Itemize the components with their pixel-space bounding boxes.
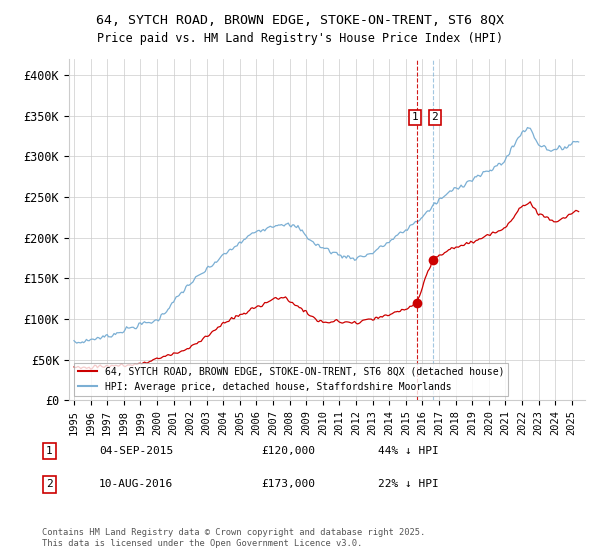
Text: 1: 1 bbox=[46, 446, 53, 456]
Text: 2: 2 bbox=[46, 479, 53, 489]
Text: 22% ↓ HPI: 22% ↓ HPI bbox=[378, 479, 439, 489]
Text: Price paid vs. HM Land Registry's House Price Index (HPI): Price paid vs. HM Land Registry's House … bbox=[97, 32, 503, 45]
Text: £173,000: £173,000 bbox=[261, 479, 315, 489]
Text: 10-AUG-2016: 10-AUG-2016 bbox=[99, 479, 173, 489]
Text: 04-SEP-2015: 04-SEP-2015 bbox=[99, 446, 173, 456]
Legend: 64, SYTCH ROAD, BROWN EDGE, STOKE-ON-TRENT, ST6 8QX (detached house), HPI: Avera: 64, SYTCH ROAD, BROWN EDGE, STOKE-ON-TRE… bbox=[74, 363, 508, 395]
Text: 44% ↓ HPI: 44% ↓ HPI bbox=[378, 446, 439, 456]
Text: Contains HM Land Registry data © Crown copyright and database right 2025.
This d: Contains HM Land Registry data © Crown c… bbox=[42, 528, 425, 548]
Text: 2: 2 bbox=[431, 113, 438, 123]
Text: 1: 1 bbox=[412, 113, 418, 123]
Text: 64, SYTCH ROAD, BROWN EDGE, STOKE-ON-TRENT, ST6 8QX: 64, SYTCH ROAD, BROWN EDGE, STOKE-ON-TRE… bbox=[96, 14, 504, 27]
Text: £120,000: £120,000 bbox=[261, 446, 315, 456]
